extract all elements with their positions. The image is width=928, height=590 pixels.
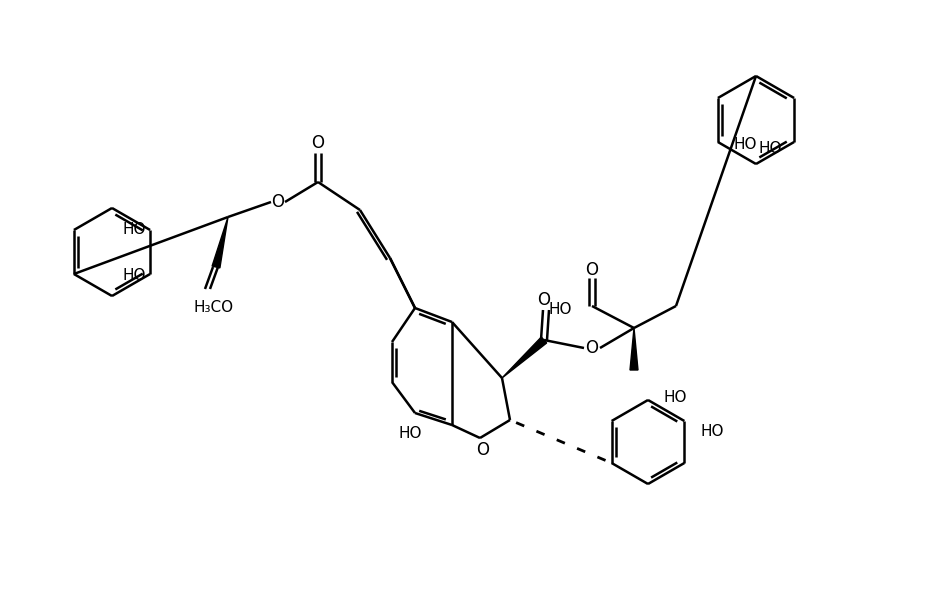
Polygon shape — [629, 328, 638, 370]
Text: HO: HO — [664, 391, 687, 405]
Text: H₃CO: H₃CO — [194, 300, 234, 314]
Text: O: O — [271, 193, 284, 211]
Text: HO: HO — [700, 424, 723, 438]
Text: O: O — [537, 291, 550, 309]
Polygon shape — [212, 217, 227, 268]
Text: HO: HO — [733, 136, 756, 152]
Text: HO: HO — [758, 140, 781, 156]
Text: HO: HO — [122, 221, 146, 237]
Text: HO: HO — [122, 267, 146, 283]
Text: HO: HO — [548, 301, 572, 316]
Text: O: O — [311, 134, 324, 152]
Polygon shape — [501, 337, 546, 378]
Text: O: O — [585, 339, 598, 357]
Text: O: O — [585, 261, 598, 279]
Text: HO: HO — [398, 425, 421, 441]
Text: O: O — [476, 441, 489, 459]
